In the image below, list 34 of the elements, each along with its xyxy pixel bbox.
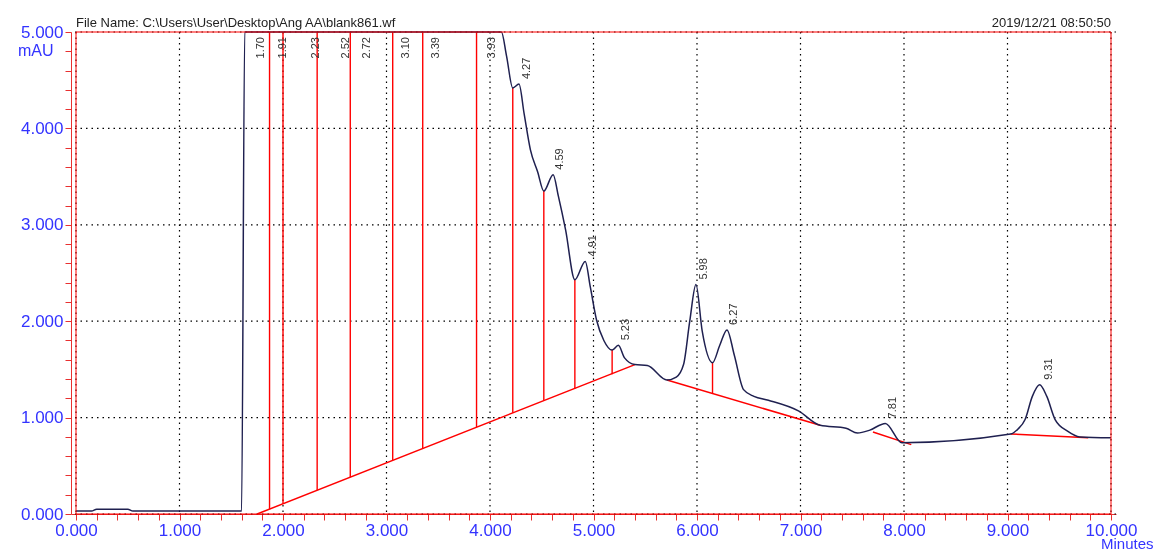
annotation: 9.31	[1041, 358, 1054, 380]
annotation: 4.91	[586, 235, 599, 257]
x-tick-label: 2.000	[262, 520, 305, 540]
text: 2019/12/21 08:50:50	[991, 15, 1111, 30]
x-tick-label: 6.000	[676, 520, 719, 540]
y-tick-label: 2.000	[20, 311, 64, 331]
x-tick-label: 9.000	[986, 520, 1030, 540]
x-tick-label: 3.000	[365, 520, 409, 540]
annotation: 1.70	[253, 37, 266, 59]
x-tick-label: 8.000	[883, 520, 926, 540]
x-tick-label: 1.000	[158, 520, 202, 540]
y-axis-title: mAU	[17, 41, 54, 59]
annotation: 3.93	[484, 37, 497, 59]
annotation: 4.27	[519, 57, 532, 80]
x-tick-label: 4.000	[469, 520, 512, 540]
annotation: 5.98	[696, 258, 709, 280]
x-tick-label: 7.000	[779, 520, 823, 540]
annotation: 5.23	[619, 318, 632, 341]
annotation: 1.91	[275, 37, 288, 59]
annotation: 3.39	[428, 37, 441, 59]
y-tick-label: 4.000	[20, 118, 64, 138]
y-tick-label: 5.000	[20, 22, 64, 42]
y-tick-label: 3.000	[20, 215, 64, 235]
annotation: 2.23	[308, 37, 321, 59]
annotation: 3.10	[398, 37, 411, 59]
line-series	[75, 31, 1112, 512]
text: File Name: C:\Users\User\Desktop\Ang AA\blank861.wf	[76, 15, 396, 30]
annotation: 2.72	[359, 37, 372, 59]
annotation: 4.59	[553, 148, 566, 170]
y-tick-label: 1.000	[20, 408, 64, 428]
x-tick-label: 5.000	[572, 520, 616, 540]
annotation: 2.52	[338, 37, 351, 59]
annotation: 6.27	[726, 303, 739, 325]
annotation: 7.81	[886, 396, 899, 419]
